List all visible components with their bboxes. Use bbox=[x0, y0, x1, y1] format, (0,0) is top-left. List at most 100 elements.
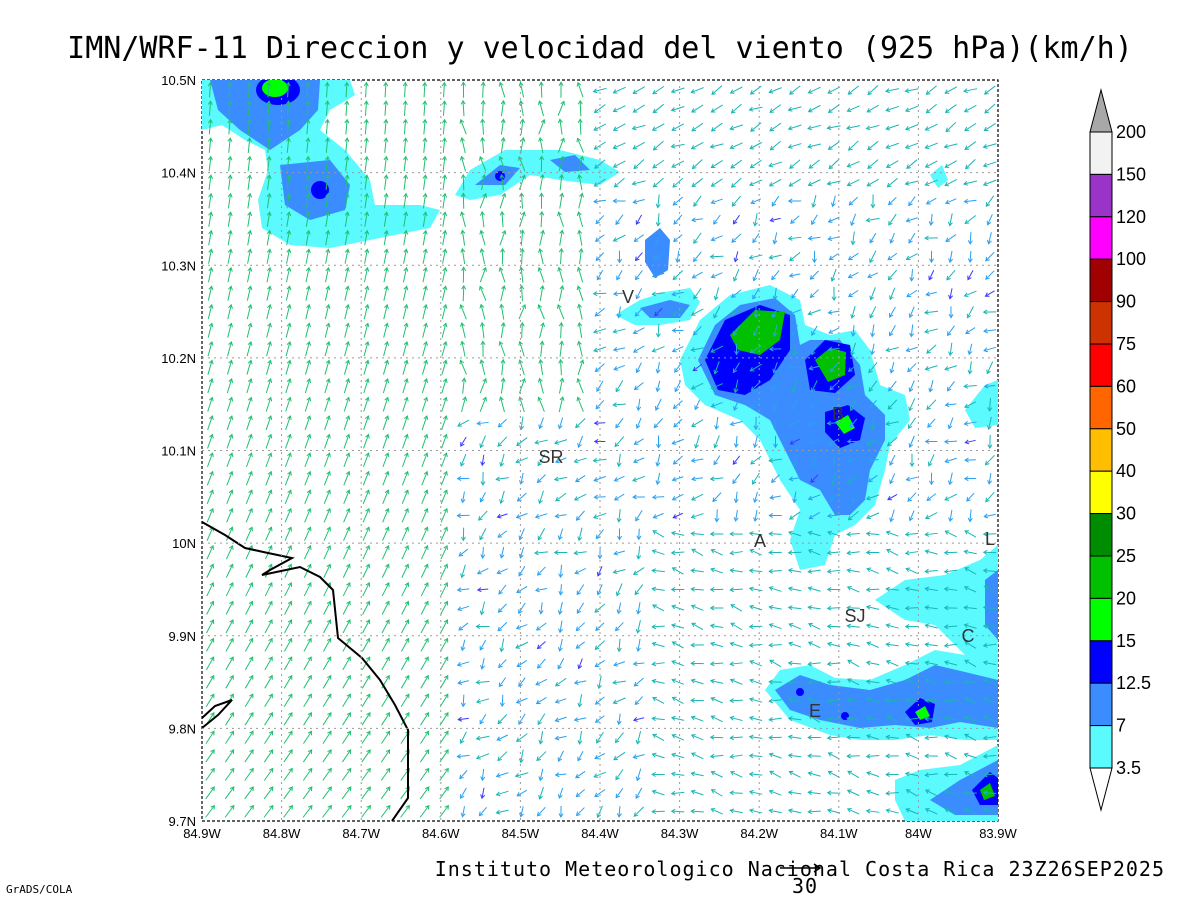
wind-vector bbox=[554, 735, 567, 741]
wind-vector bbox=[207, 100, 213, 116]
longitude-tick-label: 84.9W bbox=[183, 826, 221, 841]
wind-vector bbox=[982, 642, 997, 648]
wind-vector bbox=[499, 490, 505, 505]
wind-vector bbox=[515, 697, 528, 704]
wind-vector bbox=[633, 806, 645, 817]
wind-vector bbox=[364, 211, 370, 227]
wind-vector bbox=[302, 767, 313, 781]
wind-vector bbox=[343, 470, 351, 486]
wind-vector bbox=[402, 81, 408, 98]
wind-vector bbox=[574, 568, 587, 575]
wind-vector bbox=[577, 527, 583, 542]
wind-vector bbox=[847, 659, 860, 668]
colorbar-label: 100 bbox=[1116, 249, 1146, 269]
wind-vector bbox=[789, 438, 800, 445]
wind-vector bbox=[479, 435, 486, 449]
wind-vector bbox=[789, 85, 801, 95]
wind-vector bbox=[869, 287, 876, 301]
wind-vector bbox=[459, 155, 466, 172]
wind-vector bbox=[632, 141, 646, 150]
wind-vector bbox=[383, 192, 389, 209]
wind-vector bbox=[905, 217, 918, 223]
wind-vector bbox=[729, 661, 743, 667]
wind-vector bbox=[592, 457, 607, 463]
wind-vector bbox=[612, 123, 626, 131]
city-label-l: L bbox=[985, 529, 995, 549]
wind-vector bbox=[963, 752, 977, 759]
wind-vector bbox=[206, 563, 215, 578]
wind-vector bbox=[554, 513, 567, 519]
wind-vector bbox=[283, 637, 293, 652]
wind-vector bbox=[729, 86, 743, 94]
wind-vector bbox=[983, 346, 997, 353]
wind-vector bbox=[458, 622, 469, 631]
wind-vector bbox=[475, 624, 490, 629]
wind-vector bbox=[789, 159, 801, 169]
wind-vector bbox=[943, 550, 958, 556]
wind-vector bbox=[986, 214, 993, 226]
wind-vector bbox=[768, 254, 782, 260]
wind-vector bbox=[947, 472, 953, 486]
wind-vector bbox=[768, 679, 782, 685]
wind-vector bbox=[459, 359, 467, 375]
wind-vector bbox=[847, 474, 859, 483]
wind-vector bbox=[926, 399, 937, 411]
wind-vector bbox=[479, 248, 486, 265]
wind-vector bbox=[206, 470, 214, 486]
wind-vector bbox=[480, 136, 486, 154]
wind-vector bbox=[207, 322, 214, 338]
wind-vector bbox=[846, 623, 860, 629]
wind-vector bbox=[364, 174, 370, 190]
wind-vector bbox=[225, 619, 234, 634]
wind-vector bbox=[264, 674, 273, 689]
wind-vector bbox=[205, 730, 215, 744]
wind-vector bbox=[847, 85, 860, 95]
wind-vector bbox=[752, 325, 759, 337]
wind-vector bbox=[691, 217, 703, 223]
wind-vector bbox=[514, 772, 529, 778]
wind-vector bbox=[341, 767, 352, 781]
wind-vector bbox=[344, 137, 350, 153]
wind-vector bbox=[986, 232, 992, 245]
wind-vector bbox=[476, 567, 489, 575]
wind-vector bbox=[983, 678, 996, 685]
wind-vector bbox=[441, 285, 448, 301]
wind-vector bbox=[538, 417, 544, 430]
wind-vector bbox=[925, 197, 937, 205]
wind-vector bbox=[924, 328, 939, 334]
wind-vector bbox=[441, 118, 447, 135]
wind-vector bbox=[420, 563, 429, 578]
wind-vector bbox=[748, 254, 763, 260]
wind-vector bbox=[847, 140, 859, 151]
wind-vector bbox=[752, 472, 760, 485]
wind-vector bbox=[245, 526, 253, 541]
wind-vector bbox=[538, 81, 544, 98]
wind-vector bbox=[343, 489, 351, 504]
wind-vector bbox=[983, 328, 997, 334]
wind-vector bbox=[576, 584, 585, 596]
wind-vector bbox=[497, 603, 507, 613]
wind-vector bbox=[420, 544, 429, 560]
wind-vector bbox=[207, 137, 213, 153]
wind-vector bbox=[985, 270, 995, 280]
wind-vector bbox=[322, 786, 332, 800]
wind-vector bbox=[499, 453, 505, 468]
wind-vector bbox=[499, 192, 507, 209]
wind-vector bbox=[594, 789, 606, 798]
wind-vector bbox=[496, 568, 508, 575]
wind-vector bbox=[690, 308, 704, 316]
wind-vector bbox=[904, 660, 919, 666]
wind-vector bbox=[516, 586, 528, 594]
wind-vector bbox=[206, 582, 215, 597]
wind-vector bbox=[709, 476, 724, 482]
wind-vector bbox=[439, 749, 449, 763]
wind-vector bbox=[460, 453, 467, 467]
wind-vector bbox=[616, 638, 622, 653]
wind-vector bbox=[284, 489, 292, 504]
wind-vector bbox=[827, 346, 840, 352]
wind-vector bbox=[788, 622, 802, 630]
wind-vector bbox=[885, 530, 899, 537]
wind-vector bbox=[382, 378, 390, 394]
wind-vector bbox=[924, 365, 938, 371]
